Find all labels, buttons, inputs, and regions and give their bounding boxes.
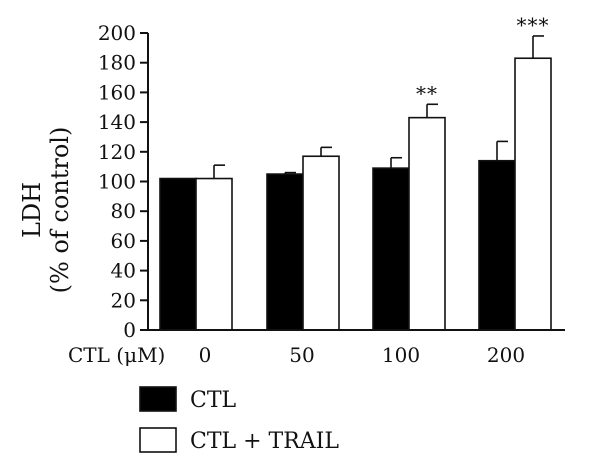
legend-swatch-ctl-trail [139, 427, 177, 453]
y-axis-ticks: 0 20 40 60 80 100 120 140 160 180 200 [98, 21, 148, 342]
y-tick-label: 40 [111, 259, 136, 283]
x-category-label: 0 [199, 343, 212, 367]
x-category-label: 200 [487, 343, 525, 367]
y-axis-label-line-2: (% of control) [46, 127, 74, 294]
y-tick-label: 100 [98, 170, 136, 194]
y-tick-label: 180 [98, 51, 136, 75]
y-tick-label: 140 [98, 110, 136, 134]
legend-label-ctl: CTL [190, 388, 237, 413]
y-tick-label: 0 [123, 318, 136, 342]
significance-marker: ** [416, 81, 438, 105]
significance-markers: ***** [416, 13, 550, 105]
x-category-label: 100 [382, 343, 420, 367]
x-category-label: 50 [289, 343, 314, 367]
bar-ctl-trail-200 [514, 57, 552, 331]
y-tick-label: 120 [98, 140, 136, 164]
error-bars [213, 35, 544, 179]
significance-marker: *** [517, 13, 550, 37]
y-tick-label: 80 [111, 199, 136, 223]
bar-ctl-200 [478, 159, 516, 331]
legend: CTL CTL + TRAIL [139, 386, 339, 454]
legend-swatch-ctl [139, 386, 177, 412]
y-tick-label: 160 [98, 80, 136, 104]
y-tick-label: 20 [111, 288, 136, 312]
legend-label-ctl-trail: CTL + TRAIL [190, 429, 339, 454]
y-tick-label: 200 [98, 21, 136, 45]
bar-ctl-0 [159, 177, 197, 331]
bars [159, 57, 552, 331]
y-axis-label-line-1: LDH [18, 182, 46, 238]
bar-ctl-trail-100 [408, 116, 446, 331]
bar-ctl-100 [372, 167, 410, 331]
bar-ctl-trail-0 [195, 177, 233, 331]
bar-ctl-trail-50 [302, 155, 340, 331]
bar-ctl-50 [266, 173, 304, 331]
y-tick-label: 60 [111, 229, 136, 253]
x-axis-categories: 0 50 100 200 [199, 343, 525, 367]
x-axis-label: CTL (μM) [68, 343, 165, 367]
y-axis-label: LDH (% of control) [18, 127, 74, 294]
